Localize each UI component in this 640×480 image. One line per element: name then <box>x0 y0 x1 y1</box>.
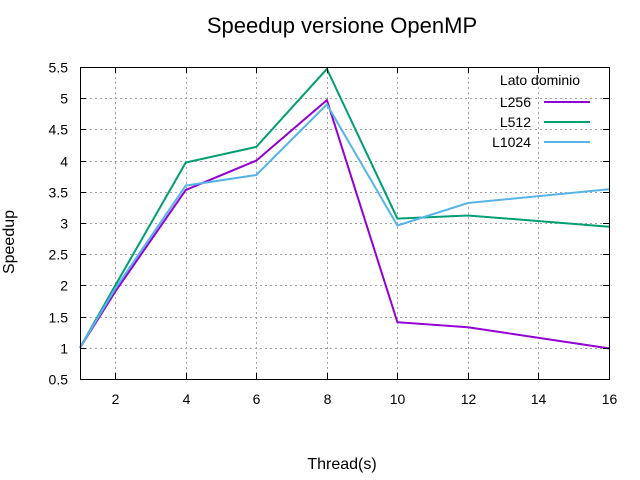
x-tick-label: 2 <box>112 391 120 407</box>
legend-label-l1024: L1024 <box>492 134 531 150</box>
x-tick-label: 12 <box>461 391 477 407</box>
grid-lines <box>80 67 609 379</box>
legend-entries: L256 L512 L1024 <box>492 94 590 150</box>
x-tick-label: 6 <box>253 391 261 407</box>
y-tick-label: 2.5 <box>49 247 69 263</box>
x-tick-label: 14 <box>531 391 547 407</box>
x-tick-label: 16 <box>602 391 618 407</box>
series-line-l512 <box>79 67 610 349</box>
legend-title: Lato dominio <box>500 72 580 88</box>
y-tick-label: 3.5 <box>49 185 69 201</box>
series-line-l256 <box>79 98 610 350</box>
y-tick-label: 2 <box>60 278 68 294</box>
y-tick-label: 0.5 <box>49 372 69 388</box>
chart-title: Speedup versione OpenMP <box>207 13 477 38</box>
x-tick-label: 10 <box>390 391 406 407</box>
y-axis-label: Speedup <box>1 210 18 274</box>
legend: Lato dominio L256 L512 L1024 <box>492 72 590 150</box>
legend-label-l512: L512 <box>500 114 531 130</box>
y-tick-label: 3 <box>60 216 68 232</box>
series-line-l1024 <box>79 102 610 349</box>
y-tick-label: 4.5 <box>49 122 69 138</box>
y-axis-tick-labels: 0.5 1 1.5 2 2.5 3 3.5 4 4.5 5 5.5 <box>49 60 69 388</box>
y-tick-label: 1 <box>60 341 68 357</box>
y-tick-label: 4 <box>60 154 68 170</box>
x-tick-label: 4 <box>183 391 191 407</box>
y-tick-label: 5 <box>60 91 68 107</box>
x-tick-label: 8 <box>324 391 332 407</box>
y-tick-label: 1.5 <box>49 310 69 326</box>
y-tick-label: 5.5 <box>49 60 69 76</box>
x-axis-label: Thread(s) <box>307 456 376 473</box>
series-lines <box>79 67 610 350</box>
x-axis-tick-labels: 2 4 6 8 10 12 14 16 <box>112 391 618 407</box>
legend-label-l256: L256 <box>500 94 531 110</box>
axis-ticks <box>80 67 610 380</box>
